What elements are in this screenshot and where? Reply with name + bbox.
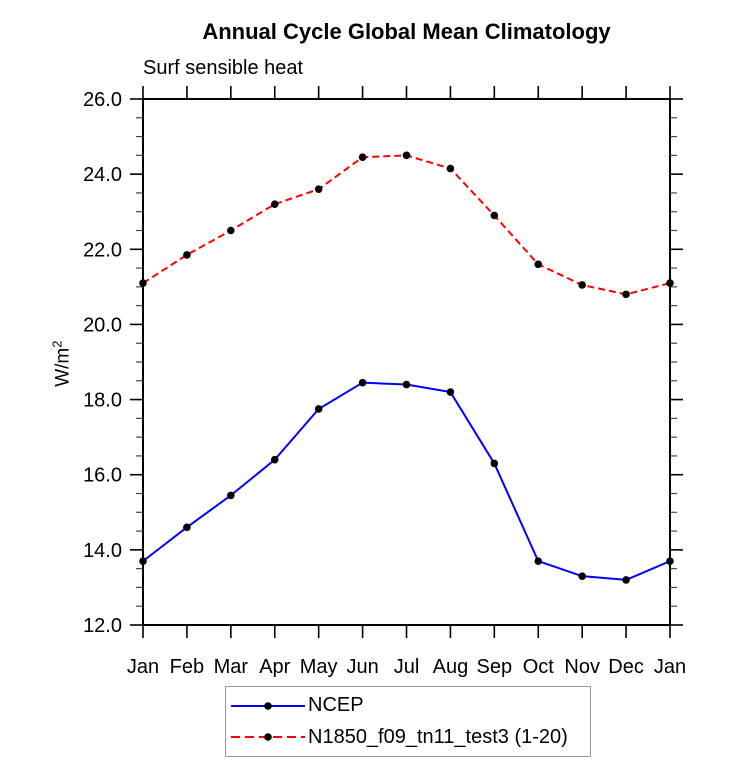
series-line-ncep [142, 381, 671, 581]
data-point-marker [578, 281, 586, 289]
data-point-marker [490, 211, 499, 220]
x-tick-label: Jul [394, 656, 420, 678]
data-point-marker [358, 153, 367, 162]
x-tick-label: May [300, 656, 338, 678]
data-point-marker [666, 279, 674, 287]
y-tick-label: 18.0 [83, 390, 122, 412]
data-point-marker [446, 388, 455, 396]
data-point-marker [139, 279, 147, 287]
y-tick-label: 14.0 [83, 540, 122, 562]
legend-marker [264, 733, 272, 742]
data-point-marker [446, 164, 455, 173]
data-point-marker [534, 260, 543, 269]
data-point-marker [534, 557, 543, 565]
data-point-marker [314, 405, 323, 413]
legend-line-sample [231, 733, 305, 742]
legend-row: NCEP [229, 693, 590, 719]
data-point-marker [402, 380, 411, 389]
data-point-marker [183, 523, 191, 532]
legend-label: N1850_f09_tn11_test3 (1-20) [308, 725, 568, 748]
legend-label: NCEP [308, 694, 364, 717]
data-point-marker [622, 290, 630, 299]
plot-frame [142, 98, 671, 626]
x-tick-label: Jan [654, 656, 686, 678]
data-point-marker [183, 251, 191, 259]
x-tick-label: Oct [523, 656, 555, 678]
y-tick-label: 20.0 [83, 314, 122, 336]
y-tick-label: 26.0 [83, 89, 122, 111]
data-point-marker [227, 226, 235, 235]
series-line-n1850-f09-tn11-test3-1-20- [142, 154, 671, 296]
legend-row: N1850_f09_tn11_test3 (1-20) [229, 724, 590, 750]
chart-title: Annual Cycle Global Mean Climatology [202, 19, 611, 44]
data-point-marker [227, 491, 235, 500]
data-point-marker [622, 576, 630, 584]
data-point-marker [314, 185, 323, 193]
x-tick-label: Jun [346, 656, 378, 678]
data-point-marker [578, 572, 586, 580]
data-point-marker [139, 557, 147, 565]
x-tick-label: Jan [127, 656, 159, 678]
data-point-marker [402, 151, 411, 160]
legend-marker [264, 701, 272, 710]
x-tick-label: Aug [433, 656, 469, 678]
legend: NCEP N1850_f09_tn11_test3 (1-20) [225, 686, 591, 757]
data-point-marker [270, 200, 279, 208]
y-tick-label: 22.0 [83, 239, 122, 261]
x-tick-label: Dec [608, 656, 644, 678]
data-point-marker [270, 455, 279, 464]
x-tick-label: Nov [564, 656, 600, 678]
y-tick-label: 24.0 [83, 164, 122, 186]
data-point-marker [358, 378, 367, 387]
x-tick-label: Mar [214, 656, 249, 678]
y-tick-label: 16.0 [83, 465, 122, 487]
chart-subtitle: Surf sensible heat [143, 57, 304, 79]
y-tick-label: 12.0 [83, 615, 122, 637]
x-tick-label: Apr [259, 656, 290, 678]
data-point-marker [490, 459, 499, 468]
legend-line-sample [231, 701, 305, 710]
data-point-marker [666, 557, 674, 565]
x-tick-label: Sep [477, 656, 513, 678]
x-tick-label: Feb [170, 656, 204, 678]
